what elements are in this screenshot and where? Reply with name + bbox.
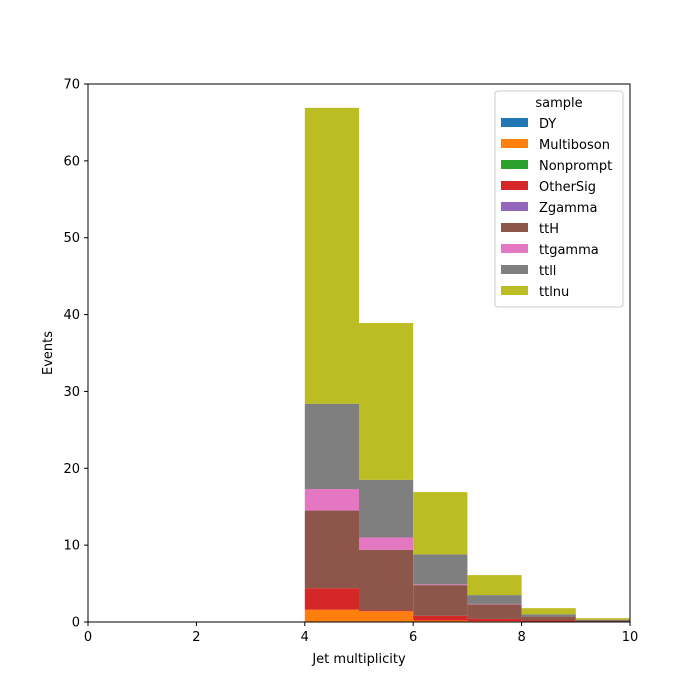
legend-swatch-ttlnu — [501, 286, 528, 295]
x-axis-ticks: 0 2 4 6 8 10 — [84, 622, 638, 645]
bar-multiboson-bin-2 — [413, 620, 468, 622]
bar-multiboson-bin-0 — [304, 609, 359, 622]
legend-swatch-nonprompt — [501, 160, 528, 169]
x-axis-label: Jet multiplicity — [311, 652, 406, 667]
x-tick-label: 10 — [622, 630, 639, 645]
bar-othersig-bin-3 — [467, 618, 522, 622]
bar-ttlnu-bin-5 — [575, 618, 630, 620]
bar-ttll-bin-3 — [467, 595, 522, 604]
bar-ttll-bin-5 — [575, 619, 630, 621]
y-tick-label: 30 — [63, 385, 80, 400]
bar-ttgamma-bin-0 — [304, 489, 359, 511]
legend-swatch-othersig — [501, 181, 528, 190]
bar-ttll-bin-1 — [359, 479, 414, 538]
legend-title: sample — [535, 96, 582, 111]
bar-ttgamma-bin-2 — [413, 584, 468, 586]
legend-swatch-dy — [501, 118, 528, 127]
legend-label-zgamma: Zgamma — [539, 201, 597, 216]
y-tick-label: 10 — [63, 539, 80, 554]
bar-othersig-bin-0 — [304, 588, 359, 610]
bar-tth-bin-2 — [413, 585, 468, 616]
plot-frame — [87, 83, 631, 623]
bar-tth-bin-0 — [304, 510, 359, 589]
bar-ttll-bin-2 — [413, 554, 468, 585]
y-tick-label: 40 — [63, 308, 80, 323]
y-axis-label: Events — [41, 331, 56, 375]
bar-tth-bin-5 — [575, 620, 630, 622]
legend-label-ttgamma: ttgamma — [539, 243, 599, 258]
y-axis-ticks: 0 10 20 30 40 50 60 70 — [63, 78, 88, 631]
x-tick-label: 0 — [84, 630, 92, 645]
legend-label-tth: ttH — [539, 222, 559, 237]
legend-label-nonprompt: Nonprompt — [539, 159, 612, 174]
x-tick-label: 6 — [409, 630, 417, 645]
legend-swatch-ttll — [501, 265, 528, 274]
bar-ttlnu-bin-2 — [413, 492, 468, 555]
bar-tth-bin-4 — [521, 616, 576, 621]
legend-swatch-zgamma — [501, 202, 528, 211]
legend-label-dy: DY — [539, 117, 556, 132]
bar-ttlnu-bin-4 — [521, 608, 576, 615]
y-tick-label: 50 — [63, 231, 80, 246]
x-tick-label: 4 — [301, 630, 309, 645]
x-tick-label: 8 — [517, 630, 525, 645]
legend-label-othersig: OtherSig — [539, 180, 596, 195]
bar-othersig-bin-4 — [521, 620, 576, 622]
bar-tth-bin-3 — [467, 604, 522, 619]
bar-tth-bin-1 — [359, 549, 414, 611]
legend-label-ttlnu: ttlnu — [539, 285, 569, 300]
y-tick-label: 20 — [63, 462, 80, 477]
legend-label-ttll: ttll — [539, 264, 556, 279]
bar-ttlnu-bin-1 — [359, 323, 414, 480]
legend-swatch-tth — [501, 223, 528, 232]
y-tick-label: 70 — [63, 78, 80, 93]
bar-ttll-bin-4 — [521, 614, 576, 617]
y-tick-label: 60 — [63, 154, 80, 169]
legend-swatch-multiboson — [501, 139, 528, 148]
legend-label-multiboson: Multiboson — [539, 138, 610, 153]
bar-multiboson-bin-1 — [359, 611, 414, 622]
bar-ttgamma-bin-1 — [359, 537, 414, 550]
x-tick-label: 2 — [192, 630, 200, 645]
y-tick-label: 0 — [72, 616, 80, 631]
histogram-bars — [304, 107, 630, 622]
bar-ttlnu-bin-3 — [467, 575, 522, 596]
bar-othersig-bin-2 — [413, 615, 468, 621]
legend-swatch-ttgamma — [501, 244, 528, 253]
bar-ttlnu-bin-0 — [304, 107, 359, 404]
bar-ttll-bin-0 — [304, 403, 359, 490]
bar-othersig-bin-1 — [359, 610, 414, 612]
legend: sample DY Multiboson Nonprompt OtherSig Zgamm… — [494, 90, 624, 308]
